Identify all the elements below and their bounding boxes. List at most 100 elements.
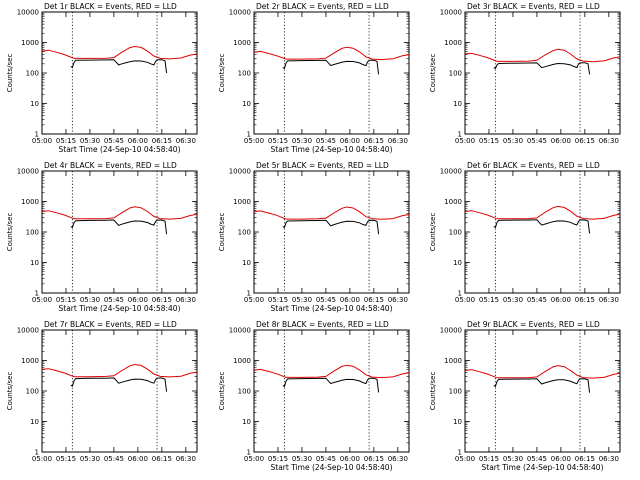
x-tick-label: 05:45: [527, 137, 547, 145]
x-tick-label: 06:15: [364, 137, 384, 145]
events-series-line: [493, 219, 591, 234]
y-tick-label: 10000: [229, 327, 251, 335]
lld-series-line: [464, 205, 621, 220]
x-tick-label: 06:15: [364, 455, 384, 463]
y-tick-label: 1000: [233, 198, 251, 206]
events-series-line: [70, 59, 168, 74]
x-tick-label: 05:15: [268, 455, 288, 463]
lld-series-line: [464, 365, 621, 379]
plot-frame: [253, 329, 410, 453]
x-tick-label: 06:30: [599, 137, 619, 145]
x-axis-label: Start Time (24-Sep-10 04:58:40): [271, 463, 393, 472]
x-tick-label: 05:30: [292, 455, 312, 463]
y-tick-label: 1: [35, 290, 39, 298]
y-axis-label: Counts/sec: [218, 213, 226, 252]
plot-title: Det 5r BLACK = Events, RED = LLD: [256, 161, 389, 170]
events-series-line: [282, 377, 380, 393]
y-tick-label: 1000: [21, 357, 39, 365]
x-tick-label: 06:00: [128, 137, 148, 145]
x-tick-label: 06:15: [152, 296, 172, 304]
y-tick-label: 1000: [233, 39, 251, 47]
x-tick-label: 05:00: [455, 296, 475, 304]
y-tick-label: 10: [30, 100, 39, 108]
x-tick-label: 06:30: [176, 455, 196, 463]
plot-frame: [464, 329, 621, 453]
plot-title: Det 1r BLACK = Events, RED = LLD: [44, 2, 177, 11]
y-tick-label: 100: [449, 388, 462, 396]
y-axis-label: Counts/sec: [429, 372, 437, 411]
x-tick-label: 05:00: [32, 137, 52, 145]
y-axis-label: Counts/sec: [6, 54, 14, 93]
events-series-line: [70, 219, 168, 235]
y-tick-label: 10000: [440, 9, 462, 17]
y-tick-label: 100: [26, 229, 39, 237]
x-tick-label: 06:15: [575, 296, 595, 304]
x-tick-label: 05:30: [80, 296, 100, 304]
y-tick-label: 1: [35, 131, 39, 139]
x-tick-label: 06:15: [152, 455, 172, 463]
lld-series-line: [464, 48, 621, 63]
y-axis-label: Counts/sec: [6, 213, 14, 252]
y-tick-label: 100: [449, 70, 462, 78]
plot-frame: [253, 11, 410, 135]
lld-series-line: [253, 46, 410, 61]
x-tick-label: 05:15: [268, 296, 288, 304]
y-tick-label: 1: [458, 131, 462, 139]
x-tick-label: 06:00: [128, 455, 148, 463]
y-tick-label: 100: [238, 70, 251, 78]
events-series-line: [282, 59, 380, 75]
detector-plot: Det 2r BLACK = Events, RED = LLD 1 10 100 10…: [218, 2, 410, 154]
x-tick-label: 06:00: [551, 455, 571, 463]
lld-series-line: [253, 364, 410, 379]
x-tick-label: 05:45: [316, 137, 336, 145]
plot-frame: [41, 170, 198, 294]
x-tick-label: 05:15: [479, 137, 499, 145]
y-tick-label: 100: [26, 70, 39, 78]
x-tick-label: 05:45: [527, 455, 547, 463]
x-tick-label: 05:30: [503, 137, 523, 145]
detector-plot: Det 8r BLACK = Events, RED = LLD 1 10 100 10…: [218, 320, 410, 472]
x-tick-label: 06:15: [152, 137, 172, 145]
y-tick-label: 1000: [444, 198, 462, 206]
detector-plot: Det 7r BLACK = Events, RED = LLD 1 10 100 10…: [6, 320, 198, 463]
x-tick-label: 05:00: [244, 455, 264, 463]
x-tick-label: 06:30: [599, 455, 619, 463]
lld-series-line: [253, 206, 410, 220]
x-tick-label: 06:00: [551, 137, 571, 145]
x-tick-label: 05:30: [503, 296, 523, 304]
x-tick-label: 06:15: [364, 296, 384, 304]
plot-title: Det 4r BLACK = Events, RED = LLD: [44, 161, 177, 170]
x-tick-label: 06:00: [128, 296, 148, 304]
x-tick-label: 05:45: [316, 296, 336, 304]
y-tick-label: 10: [30, 418, 39, 426]
y-axis-label: Counts/sec: [218, 54, 226, 93]
x-tick-label: 05:30: [503, 455, 523, 463]
x-tick-label: 05:45: [316, 455, 336, 463]
lld-series-line: [41, 363, 198, 378]
x-tick-label: 05:00: [32, 296, 52, 304]
x-tick-label: 05:15: [56, 455, 76, 463]
x-tick-label: 05:45: [104, 296, 124, 304]
x-tick-label: 06:00: [340, 455, 360, 463]
y-tick-label: 100: [238, 388, 251, 396]
x-tick-label: 06:30: [388, 455, 408, 463]
y-tick-label: 1: [247, 290, 251, 298]
events-series-line: [282, 219, 380, 235]
x-axis-label: Start Time (24-Sep-10 04:58:40): [59, 145, 181, 154]
x-tick-label: 06:30: [388, 296, 408, 304]
x-tick-label: 05:30: [80, 137, 100, 145]
plot-title: Det 6r BLACK = Events, RED = LLD: [467, 161, 600, 170]
lld-series-line: [41, 45, 198, 60]
x-tick-label: 06:30: [176, 137, 196, 145]
x-tick-label: 06:15: [575, 455, 595, 463]
y-tick-label: 1000: [444, 39, 462, 47]
y-tick-label: 10000: [17, 9, 39, 17]
y-axis-label: Counts/sec: [6, 372, 14, 411]
y-tick-label: 10: [30, 259, 39, 267]
y-tick-label: 10000: [17, 327, 39, 335]
plot-title: Det 3r BLACK = Events, RED = LLD: [467, 2, 600, 11]
y-tick-label: 1000: [21, 198, 39, 206]
x-axis-label: Start Time (24-Sep-10 04:58:40): [59, 304, 181, 313]
y-axis-label: Counts/sec: [218, 372, 226, 411]
